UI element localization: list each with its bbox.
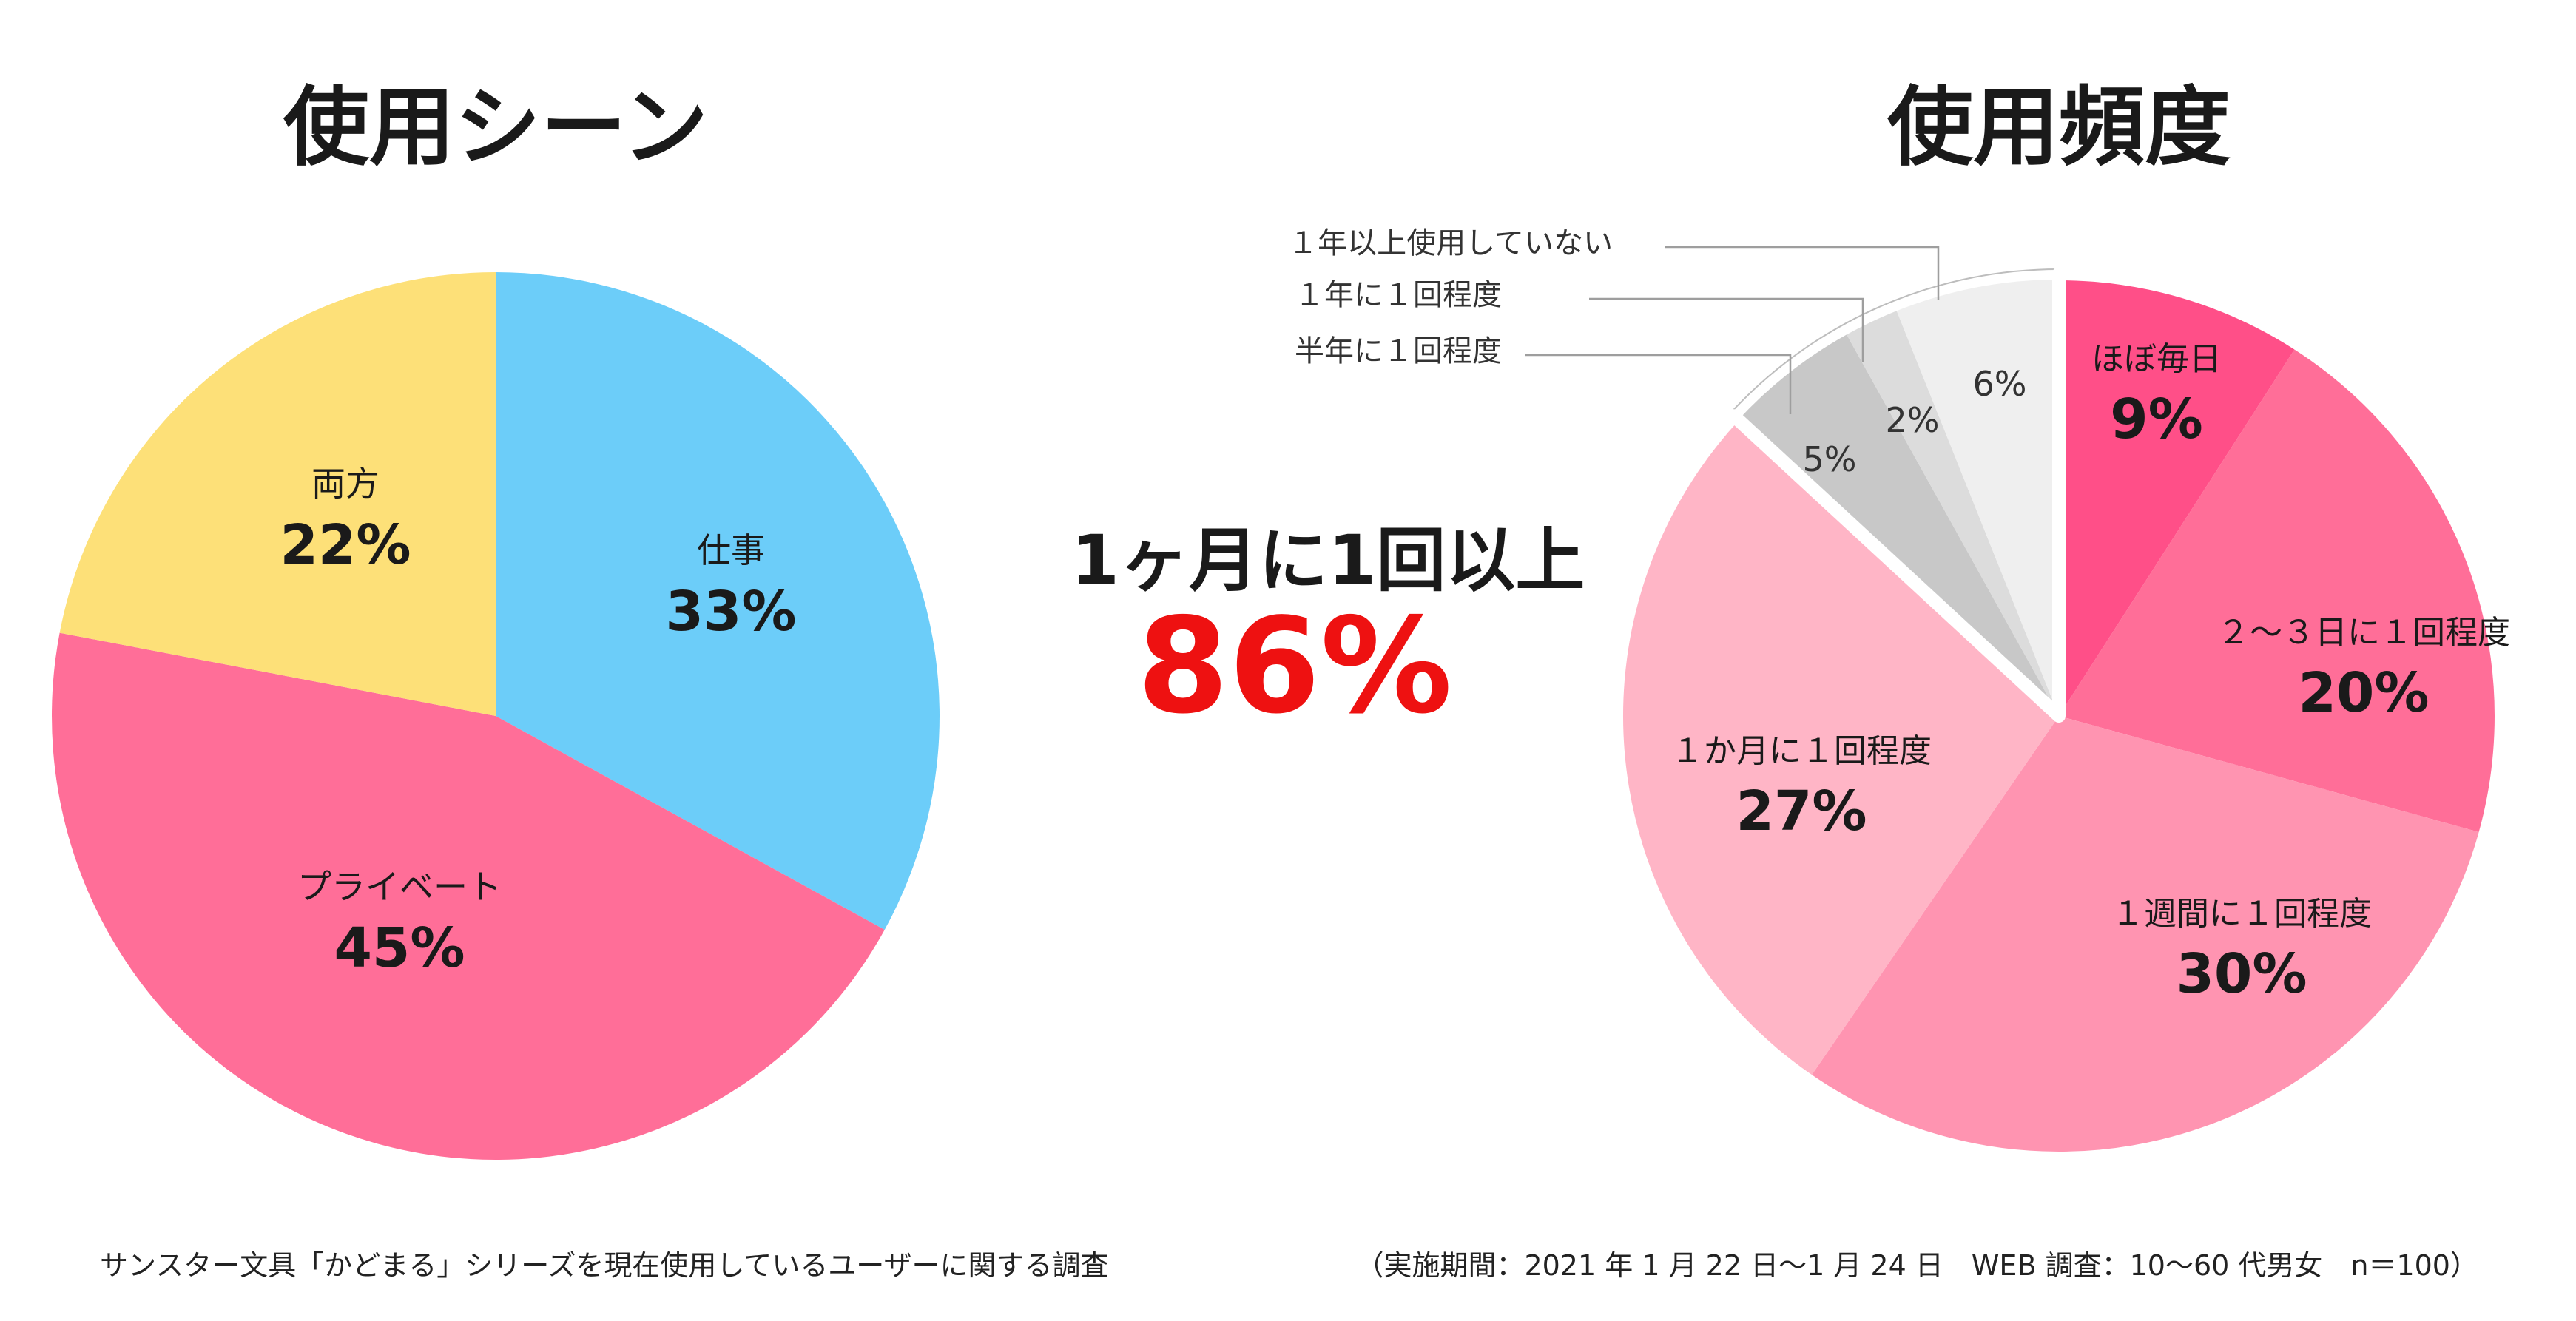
pie2-slice-value-6: 6% bbox=[1973, 364, 2027, 404]
pie1-slice-1 bbox=[52, 632, 885, 1160]
pie2-slice-label-2: １週間に１回程度 bbox=[2111, 895, 2372, 933]
pie2-slice-1 bbox=[2059, 348, 2496, 833]
pie2-slice-label-4: 半年に１回程度 bbox=[1295, 334, 1502, 368]
annotation-callout-pointer bbox=[1423, 737, 1619, 825]
pie2-slice-5 bbox=[1847, 311, 2059, 716]
pie1-slice-label-0: 仕事 bbox=[697, 530, 765, 570]
pie2-leader-line-6 bbox=[1665, 246, 1940, 300]
pie2-slice-value-1: 20% bbox=[2298, 661, 2429, 725]
pie1-slice-2 bbox=[59, 272, 496, 716]
pie2-leader-line-4 bbox=[1525, 354, 1792, 414]
chart-title-usage-frequency: 使用頻度 bbox=[1887, 78, 2231, 178]
pie2-slice-value-0: 9% bbox=[2110, 388, 2203, 451]
pie1-slice-0 bbox=[496, 272, 940, 930]
pie2-slice-label-3: １か月に１回程度 bbox=[1671, 732, 1932, 770]
pie2-slice-value-4: 5% bbox=[1803, 439, 1857, 479]
pie2-slice-6 bbox=[1896, 280, 2059, 716]
pie1-slice-value-1: 45% bbox=[334, 916, 465, 980]
pie1-slice-value-0: 33% bbox=[665, 580, 796, 643]
pie2-slice-0 bbox=[2059, 280, 2295, 716]
chart-title-usage-scene: 使用シーン bbox=[283, 78, 708, 178]
pie2-slice-label-0: ほぼ毎日 bbox=[2091, 340, 2222, 378]
pie2-slice-label-6: １年以上使用していない bbox=[1288, 226, 1613, 260]
pie2-slice-3 bbox=[1622, 419, 2059, 1075]
pie2-slice-label-1: ２～３日に１回程度 bbox=[2217, 614, 2510, 652]
pie-usage-frequency: ほぼ毎日 9% ２～３日に１回程度 20% １週間に１回程度 30% １か月に１回程度 27%… bbox=[1288, 226, 2510, 1165]
pie1-slice-label-2: 両方 bbox=[311, 464, 380, 504]
pie2-slice-value-5: 2% bbox=[1886, 400, 1940, 440]
pie1-slice-value-2: 22% bbox=[280, 513, 411, 577]
pie2-leader-line-5 bbox=[1589, 297, 1864, 362]
footer-period: （実施期間：2021 年 1 月 22 日～1 月 24 日 WEB 調査：10… bbox=[1355, 1249, 2478, 1282]
pie2-slice-value-3: 27% bbox=[1736, 780, 1867, 843]
pie1-slice-label-1: プライベート bbox=[297, 867, 502, 907]
annotation-label: 1ヶ月に1回以上 bbox=[1071, 521, 1585, 601]
pie2-slice-4 bbox=[1738, 334, 2059, 716]
pie2-slice-value-2: 30% bbox=[2176, 942, 2307, 1006]
annotation-value: 86% bbox=[1137, 589, 1452, 743]
pie2-slice-2 bbox=[1811, 716, 2480, 1153]
pie2-group-outline bbox=[1609, 267, 2508, 1165]
pie-usage-scene: 仕事 33% プライベート 45% 両方 22% bbox=[52, 272, 940, 1160]
footer-source: サンスター文具「かどまる」シリーズを現在使用しているユーザーに関する調査 bbox=[100, 1249, 1108, 1282]
pie2-slice-label-5: １年に１回程度 bbox=[1295, 278, 1502, 312]
